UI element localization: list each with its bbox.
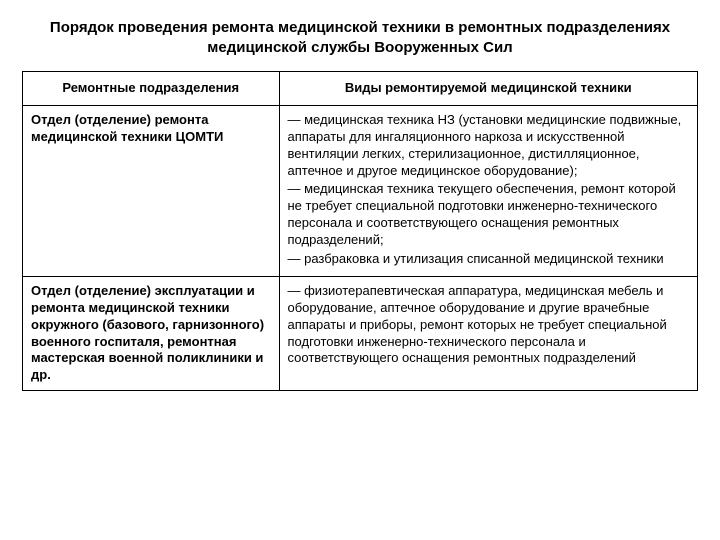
header-units: Ремонтные подразделения (23, 72, 280, 106)
table-header-row: Ремонтные подразделения Виды ремонтируем… (23, 72, 698, 106)
unit-cell: Отдел (отделение) эксплуатации и ремонта… (23, 276, 280, 390)
repair-table: Ремонтные подразделения Виды ремонтируем… (22, 71, 698, 391)
header-types: Виды ремонтируемой медицинской техники (279, 72, 698, 106)
unit-cell: Отдел (отделение) ремонта медицинской те… (23, 105, 280, 276)
type-item: — медицинская техника НЗ (установки меди… (288, 112, 690, 180)
type-item: — разбраковка и утилизация списанной мед… (288, 251, 690, 268)
table-row: Отдел (отделение) эксплуатации и ремонта… (23, 276, 698, 390)
types-cell: — физиотерапевтическая аппаратура, медиц… (279, 276, 698, 390)
table-row: Отдел (отделение) ремонта медицинской те… (23, 105, 698, 276)
type-item: — медицинская техника текущего обеспечен… (288, 181, 690, 249)
page-title: Порядок проведения ремонта медицинской т… (22, 18, 698, 57)
types-cell: — медицинская техника НЗ (установки меди… (279, 105, 698, 276)
type-item: — физиотерапевтическая аппаратура, медиц… (288, 283, 690, 367)
